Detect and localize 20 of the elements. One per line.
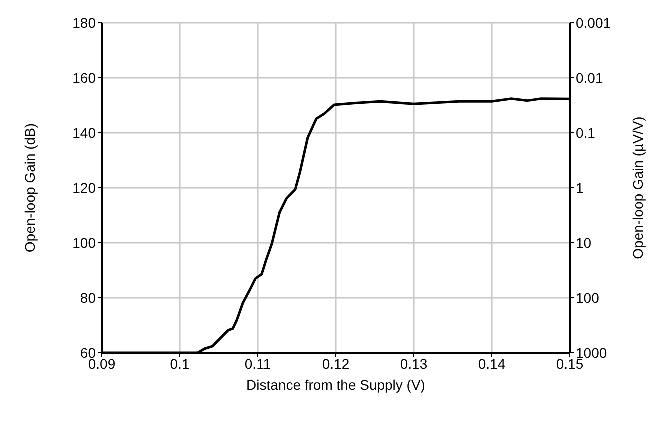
x-tick-label: 0.12 xyxy=(322,356,350,372)
y-tick-label: 80 xyxy=(80,290,96,306)
x-tick-label: 0.1 xyxy=(170,356,190,372)
y-tick-label: 100 xyxy=(72,234,96,251)
y-axis-title: Open-loop Gain (dB) xyxy=(22,123,38,253)
x-tick-label: 0.11 xyxy=(244,356,272,372)
y2-axis-title: Open-loop Gain (µV/V) xyxy=(630,116,646,260)
y2-tick-label: 0.1 xyxy=(576,124,596,141)
y-tick-label: 160 xyxy=(72,70,96,86)
x-axis-title: Distance from the Supply (V) xyxy=(246,377,426,393)
y-tick-label: 120 xyxy=(72,180,96,196)
y2-tick-label: 0.001 xyxy=(576,14,612,31)
x-tick-label: 0.14 xyxy=(478,356,506,372)
x-tick-label: 0.13 xyxy=(400,356,428,372)
y-tick-label: 140 xyxy=(72,124,96,141)
y-tick-label: 180 xyxy=(72,14,96,31)
y2-tick-label: 100 xyxy=(576,290,600,306)
y2-tick-label: 10 xyxy=(576,234,592,251)
y2-tick-label: 0.01 xyxy=(576,70,604,86)
y2-tick-label: 1 xyxy=(576,180,584,196)
